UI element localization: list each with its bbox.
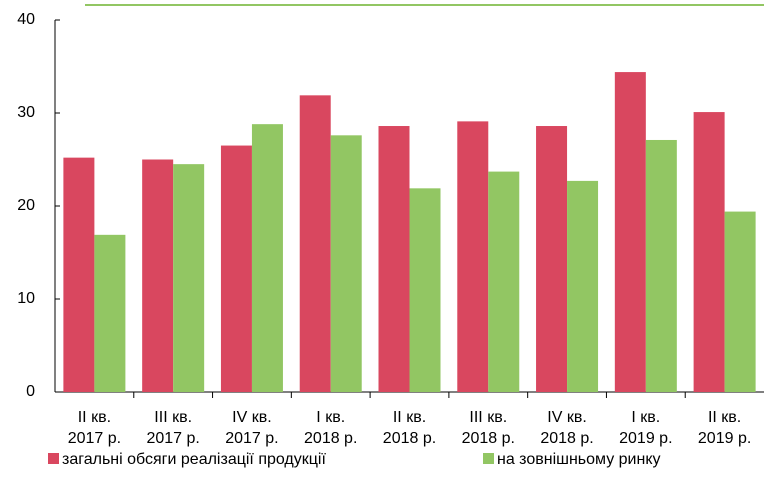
x-tick-label: II кв. 2019 р. xyxy=(698,409,751,447)
bar xyxy=(330,135,362,392)
bar xyxy=(378,126,410,393)
bar xyxy=(409,188,441,392)
bar xyxy=(645,139,677,392)
x-tick-label-line: 2018 р. xyxy=(540,430,593,447)
x-tick-label-line: III кв. xyxy=(154,409,192,426)
bar xyxy=(63,157,95,392)
x-tick-label: IV кв. 2018 р. xyxy=(540,409,593,447)
x-tick-label-line: 2018 р. xyxy=(304,430,357,447)
x-tick-label: III кв. 2017 р. xyxy=(146,409,199,447)
x-tick-label: II кв. 2017 р. xyxy=(68,409,121,447)
x-tick-label-line: IV кв. xyxy=(547,409,587,426)
y-tick-label: 40 xyxy=(17,11,35,28)
bar xyxy=(536,126,568,393)
bar xyxy=(220,145,252,392)
x-tick-label-line: 2019 р. xyxy=(619,430,672,447)
bar xyxy=(488,171,520,392)
bar xyxy=(299,95,331,392)
bar xyxy=(724,211,756,392)
bar xyxy=(173,164,205,392)
legend-label: загальні обсяги реалізації продукції xyxy=(62,451,326,468)
legend-swatch xyxy=(48,453,59,464)
bar xyxy=(614,72,646,392)
bar xyxy=(251,124,283,392)
x-tick-label: I кв. 2018 р. xyxy=(304,409,357,447)
x-tick-label-line: II кв. xyxy=(708,409,741,426)
x-tick-label-line: II кв. xyxy=(78,409,111,426)
x-tick-label: IV кв. 2017 р. xyxy=(225,409,278,447)
y-tick-label: 20 xyxy=(17,197,35,214)
legend-swatch xyxy=(483,453,494,464)
bar xyxy=(693,112,725,392)
x-tick-label-line: I кв. xyxy=(316,409,345,426)
x-tick-label-line: IV кв. xyxy=(232,409,272,426)
x-tick-label-line: III кв. xyxy=(469,409,507,426)
x-tick-label: III кв. 2018 р. xyxy=(462,409,515,447)
x-tick-label-line: 2018 р. xyxy=(383,430,436,447)
bar xyxy=(142,159,174,392)
x-tick-label: II кв. 2018 р. xyxy=(383,409,436,447)
y-tick-label: 30 xyxy=(17,104,35,121)
bar xyxy=(567,180,599,392)
x-tick-label-line: II кв. xyxy=(393,409,426,426)
x-tick-label: I кв. 2019 р. xyxy=(619,409,672,447)
x-tick-label-line: I кв. xyxy=(631,409,660,426)
legend-label: на зовнішньому ринку xyxy=(497,451,661,468)
x-tick-label-line: 2018 р. xyxy=(462,430,515,447)
y-tick-label: 10 xyxy=(17,290,35,307)
x-tick-label-line: 2017 р. xyxy=(146,430,199,447)
bar xyxy=(94,234,126,392)
y-tick-label: 0 xyxy=(26,383,35,400)
bar xyxy=(457,121,489,393)
x-tick-label-line: 2017 р. xyxy=(68,430,121,447)
x-tick-label-line: 2019 р. xyxy=(698,430,751,447)
x-tick-label-line: 2017 р. xyxy=(225,430,278,447)
